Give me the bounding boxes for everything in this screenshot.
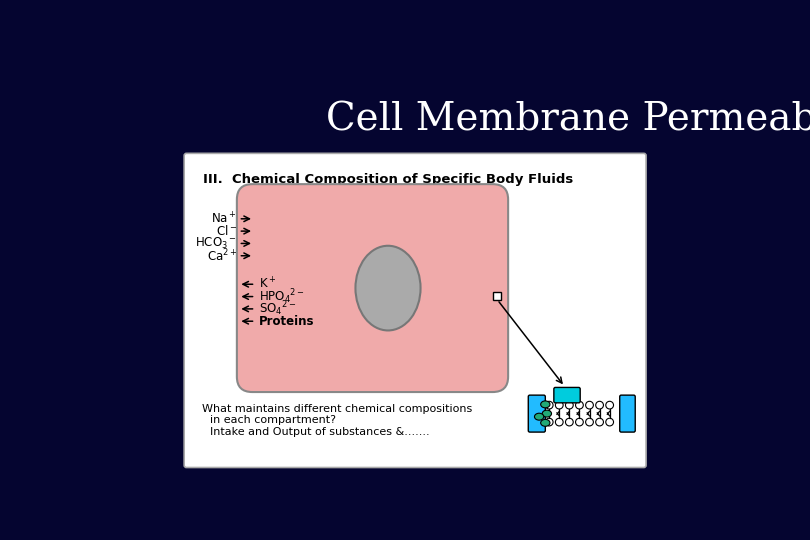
Text: Intake and Output of substances &.......: Intake and Output of substances &....... xyxy=(210,427,429,437)
FancyBboxPatch shape xyxy=(528,395,545,432)
Text: HPO$_4$$^{2-}$: HPO$_4$$^{2-}$ xyxy=(259,287,305,306)
Text: in each compartment?: in each compartment? xyxy=(210,415,336,425)
Circle shape xyxy=(565,418,573,426)
Text: Cell Membrane Permeability: Cell Membrane Permeability xyxy=(326,101,810,139)
Text: HCO$_3$$^-$: HCO$_3$$^-$ xyxy=(195,236,237,251)
Ellipse shape xyxy=(541,420,550,426)
Ellipse shape xyxy=(535,413,544,420)
Text: K$^+$: K$^+$ xyxy=(259,276,277,292)
Text: Ca$^{2+}$: Ca$^{2+}$ xyxy=(207,247,237,264)
Ellipse shape xyxy=(356,246,420,330)
FancyBboxPatch shape xyxy=(554,387,580,403)
Circle shape xyxy=(576,418,583,426)
Text: Na$^+$: Na$^+$ xyxy=(211,211,237,226)
Ellipse shape xyxy=(541,401,550,408)
Text: Compartments: Compartments xyxy=(333,185,443,198)
Circle shape xyxy=(545,401,553,409)
Text: What maintains different chemical compositions: What maintains different chemical compos… xyxy=(202,403,472,414)
Circle shape xyxy=(556,418,563,426)
Circle shape xyxy=(576,401,583,409)
Text: III.  Chemical Composition of Specific Body Fluids: III. Chemical Composition of Specific Bo… xyxy=(202,173,573,186)
Circle shape xyxy=(595,418,603,426)
Bar xyxy=(493,292,501,300)
FancyBboxPatch shape xyxy=(620,395,635,432)
Text: Cl$^-$: Cl$^-$ xyxy=(215,224,237,238)
Text: Proteins: Proteins xyxy=(259,315,315,328)
Text: SO$_4$$^{2-}$: SO$_4$$^{2-}$ xyxy=(259,300,296,318)
FancyBboxPatch shape xyxy=(237,184,508,392)
Circle shape xyxy=(556,401,563,409)
Circle shape xyxy=(606,401,613,409)
Circle shape xyxy=(586,401,594,409)
Circle shape xyxy=(595,401,603,409)
Circle shape xyxy=(545,418,553,426)
FancyBboxPatch shape xyxy=(184,153,646,468)
Circle shape xyxy=(586,418,594,426)
Ellipse shape xyxy=(542,410,552,417)
Circle shape xyxy=(606,418,613,426)
Circle shape xyxy=(565,401,573,409)
